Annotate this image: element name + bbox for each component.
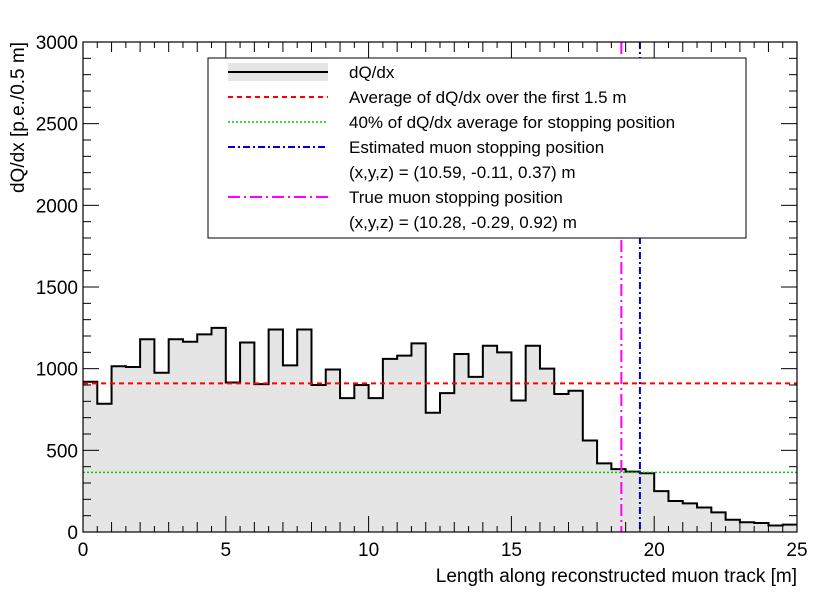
legend-box xyxy=(207,57,747,239)
histogram-outline xyxy=(83,326,797,527)
y-tick-label: 0 xyxy=(67,523,78,544)
y-axis-label: dQ/dx [p.e./0.5 m] xyxy=(8,42,29,193)
x-axis-label: Length along reconstructed muon track [m… xyxy=(436,566,797,587)
y-tick-label: 2000 xyxy=(36,196,78,217)
legend-label: 40% of dQ/dx average for stopping positi… xyxy=(349,113,675,132)
x-tick-label: 15 xyxy=(501,540,522,561)
legend-label: Estimated muon stopping position xyxy=(349,138,604,157)
y-tick-label: 500 xyxy=(46,441,78,462)
x-tick-label: 25 xyxy=(786,540,807,561)
x-tick-label: 5 xyxy=(221,540,232,561)
axis-ticks: 0 500 1000 1500 2000 2500 3000 0 5 10 15 20 25 xyxy=(36,33,808,561)
y-tick-label: 1000 xyxy=(36,360,78,381)
y-tick-label: 2500 xyxy=(36,115,78,136)
legend: dQ/dx Average of dQ/dx over the first 1.5… xyxy=(207,57,747,239)
legend-sublabel: (x,y,z) = (10.59, -0.11, 0.37) m xyxy=(349,163,576,182)
x-tick-label: 10 xyxy=(358,540,379,561)
x-tick-label: 0 xyxy=(78,540,89,561)
legend-sublabel: (x,y,z) = (10.28, -0.29, 0.92) m xyxy=(349,213,577,232)
y-tick-label: 3000 xyxy=(36,33,78,54)
x-tick-label: 20 xyxy=(644,540,665,561)
y-tick-label: 1500 xyxy=(36,278,78,299)
legend-label: Average of dQ/dx over the first 1.5 m xyxy=(349,88,627,107)
histogram-fill xyxy=(83,327,797,532)
legend-label: dQ/dx xyxy=(349,63,395,82)
legend-label: True muon stopping position xyxy=(349,188,563,207)
